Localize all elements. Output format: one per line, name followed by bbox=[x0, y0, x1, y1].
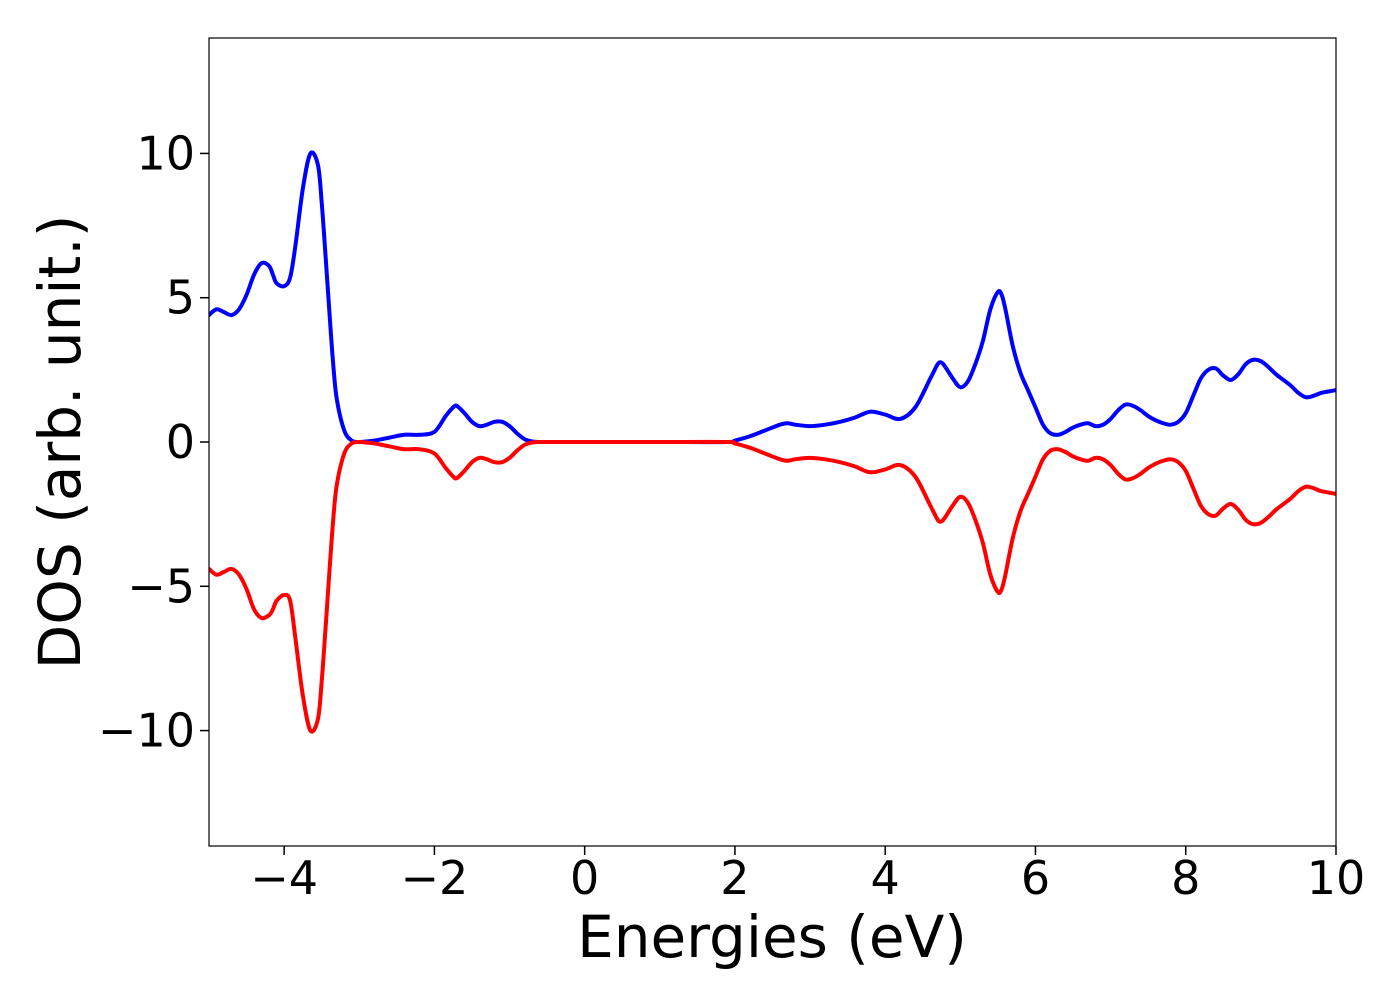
series-line-2 bbox=[209, 439, 1336, 734]
x-tick-label: 2 bbox=[720, 851, 749, 905]
x-tick-label: 8 bbox=[1171, 851, 1200, 905]
y-tick-label: 5 bbox=[166, 271, 195, 325]
y-axis-ticks: −10 −5 0 5 10 bbox=[98, 126, 209, 758]
x-tick-label: 4 bbox=[871, 851, 900, 905]
x-axis-label: Energies (eV) bbox=[577, 903, 967, 971]
series-layer bbox=[209, 150, 1336, 734]
y-tick-label: 10 bbox=[136, 126, 195, 180]
y-tick-label: −5 bbox=[127, 559, 195, 613]
x-tick-label: 0 bbox=[570, 851, 599, 905]
x-axis-ticks: −4 −2 0 2 4 6 8 10 bbox=[250, 846, 1365, 905]
series-line-1 bbox=[209, 150, 1336, 445]
x-tick-label: −2 bbox=[400, 851, 468, 905]
x-tick-label: 10 bbox=[1307, 851, 1366, 905]
y-tick-label: −10 bbox=[98, 704, 195, 758]
x-tick-label: 6 bbox=[1021, 851, 1050, 905]
y-tick-label: 0 bbox=[166, 415, 195, 469]
y-axis-label: DOS (arb. unit.) bbox=[26, 215, 94, 670]
x-tick-label: −4 bbox=[250, 851, 318, 905]
